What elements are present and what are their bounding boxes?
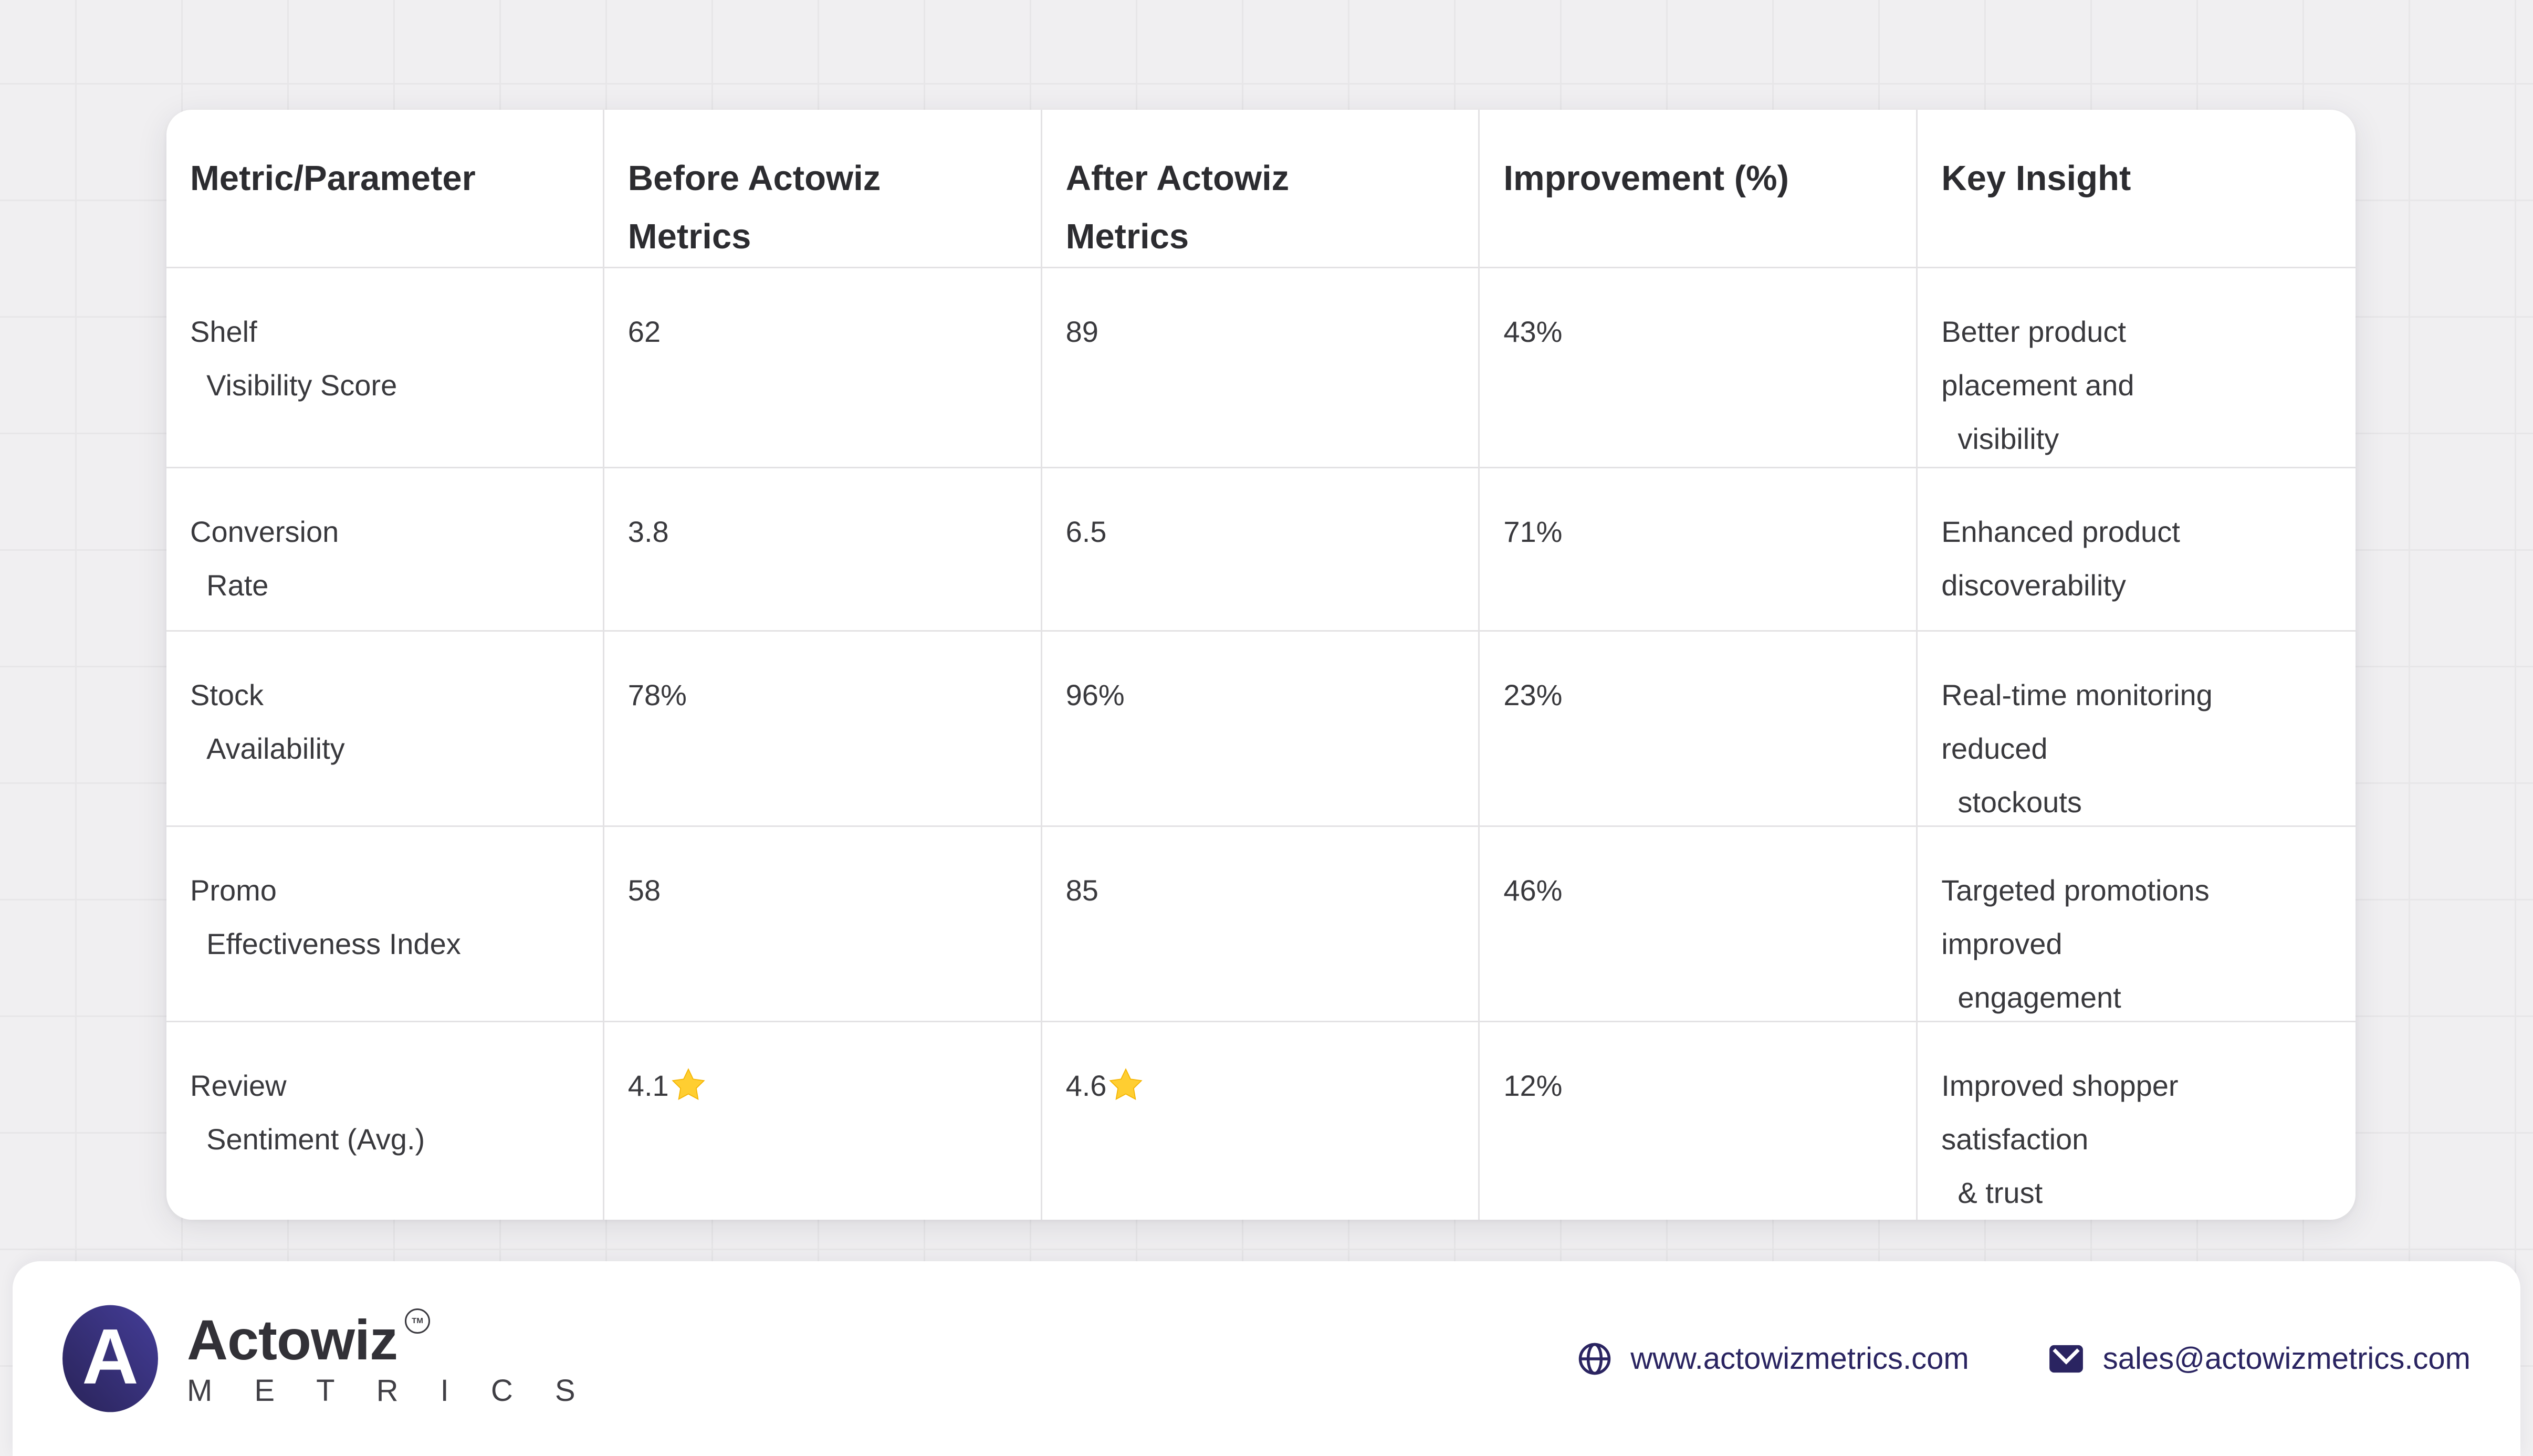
brand-subtitle: M E T R I C S xyxy=(187,1373,592,1408)
brand-text: Actowiz TM M E T R I C S xyxy=(187,1307,592,1408)
cell-before: 58 xyxy=(604,827,1042,1022)
trademark-badge: TM xyxy=(405,1308,431,1334)
cell-improvement: 71% xyxy=(1480,468,1918,632)
cell-metric: Conversion Rate xyxy=(166,468,604,632)
cell-after: 89 xyxy=(1042,268,1480,468)
column-header-after: After Actowiz Metrics xyxy=(1042,110,1480,268)
email-text: sales@actowizmetrics.com xyxy=(2102,1342,2471,1376)
cell-metric: Shelf Visibility Score xyxy=(166,268,604,468)
cell-metric: Stock Availability xyxy=(166,632,604,827)
cell-insight: Targeted promotions improved engagement xyxy=(1918,827,2356,1022)
svg-text:A: A xyxy=(82,1313,139,1400)
globe-icon xyxy=(1578,1343,1611,1375)
cell-improvement: 43% xyxy=(1480,268,1918,468)
footer-bar: A Actowiz TM M E T R I C S www.actowizme… xyxy=(13,1261,2520,1456)
cell-improvement: 23% xyxy=(1480,632,1918,827)
cell-after-value: 4.6 xyxy=(1065,1069,1107,1102)
column-header-insight: Key Insight xyxy=(1918,110,2356,268)
cell-metric: Review Sentiment (Avg.) xyxy=(166,1022,604,1220)
column-header-before: Before Actowiz Metrics xyxy=(604,110,1042,268)
cell-after: 96% xyxy=(1042,632,1480,827)
cell-improvement: 12% xyxy=(1480,1022,1918,1220)
star-icon xyxy=(672,1068,705,1101)
mail-icon xyxy=(2049,1345,2083,1373)
email-link[interactable]: sales@actowizmetrics.com xyxy=(2048,1341,2471,1376)
cell-after: 4.6 xyxy=(1042,1022,1480,1220)
cell-metric: Promo Effectiveness Index xyxy=(166,827,604,1022)
website-text: www.actowizmetrics.com xyxy=(1630,1342,1969,1376)
star-icon xyxy=(1109,1068,1143,1101)
cell-improvement: 46% xyxy=(1480,827,1918,1022)
cell-before: 3.8 xyxy=(604,468,1042,632)
cell-insight: Enhanced product discoverability xyxy=(1918,468,2356,632)
cell-before: 62 xyxy=(604,268,1042,468)
cell-before-value: 4.1 xyxy=(627,1069,669,1102)
website-link[interactable]: www.actowizmetrics.com xyxy=(1577,1341,1969,1376)
column-header-improvement: Improvement (%) xyxy=(1480,110,1918,268)
brand-block: A Actowiz TM M E T R I C S xyxy=(62,1305,592,1412)
cell-insight: Improved shopper satisfaction & trust xyxy=(1941,1069,2179,1209)
cell-insight: Better product placement and visibility xyxy=(1918,268,2356,468)
metrics-comparison-table: Metric/Parameter Before Actowiz Metrics … xyxy=(166,110,2356,1220)
cell-insight: Real-time monitoring reduced stockouts xyxy=(1918,632,2356,827)
cell-before: 78% xyxy=(604,632,1042,827)
contact-block: www.actowizmetrics.com sales@actowizmetr… xyxy=(1577,1341,2471,1376)
actowiz-logo-icon: A xyxy=(62,1305,158,1412)
brand-name: Actowiz xyxy=(187,1307,398,1371)
cell-before: 4.1 xyxy=(604,1022,1042,1220)
cell-after: 85 xyxy=(1042,827,1480,1022)
cell-after: 6.5 xyxy=(1042,468,1480,632)
column-header-metric: Metric/Parameter xyxy=(166,110,604,268)
